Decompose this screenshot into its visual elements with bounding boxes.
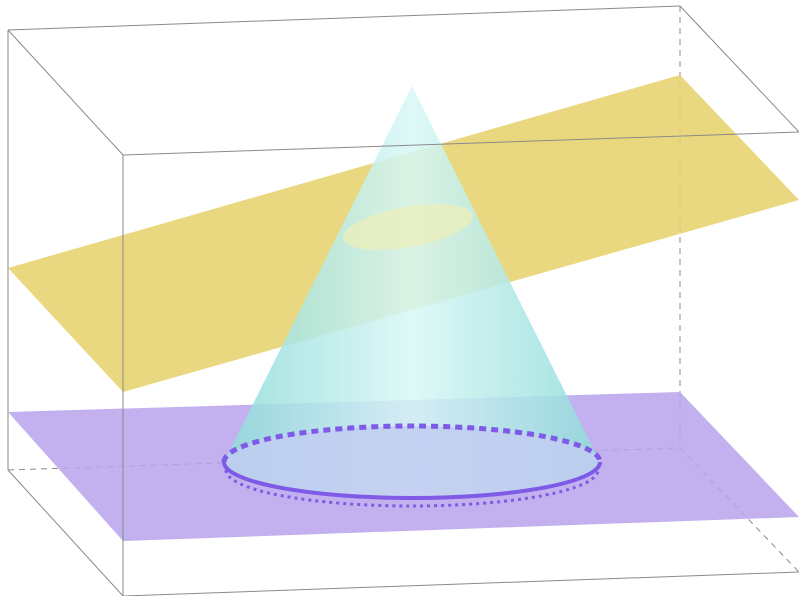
cone-base	[224, 426, 600, 498]
section-ellipse	[342, 204, 474, 250]
cone-body	[224, 86, 600, 498]
cone-base-front-tick-edge	[224, 469, 600, 508]
cone-base-front-edge	[222, 461, 602, 500]
bounding-box-front	[7, 131, 799, 596]
cone-base-back-edge	[221, 423, 603, 463]
